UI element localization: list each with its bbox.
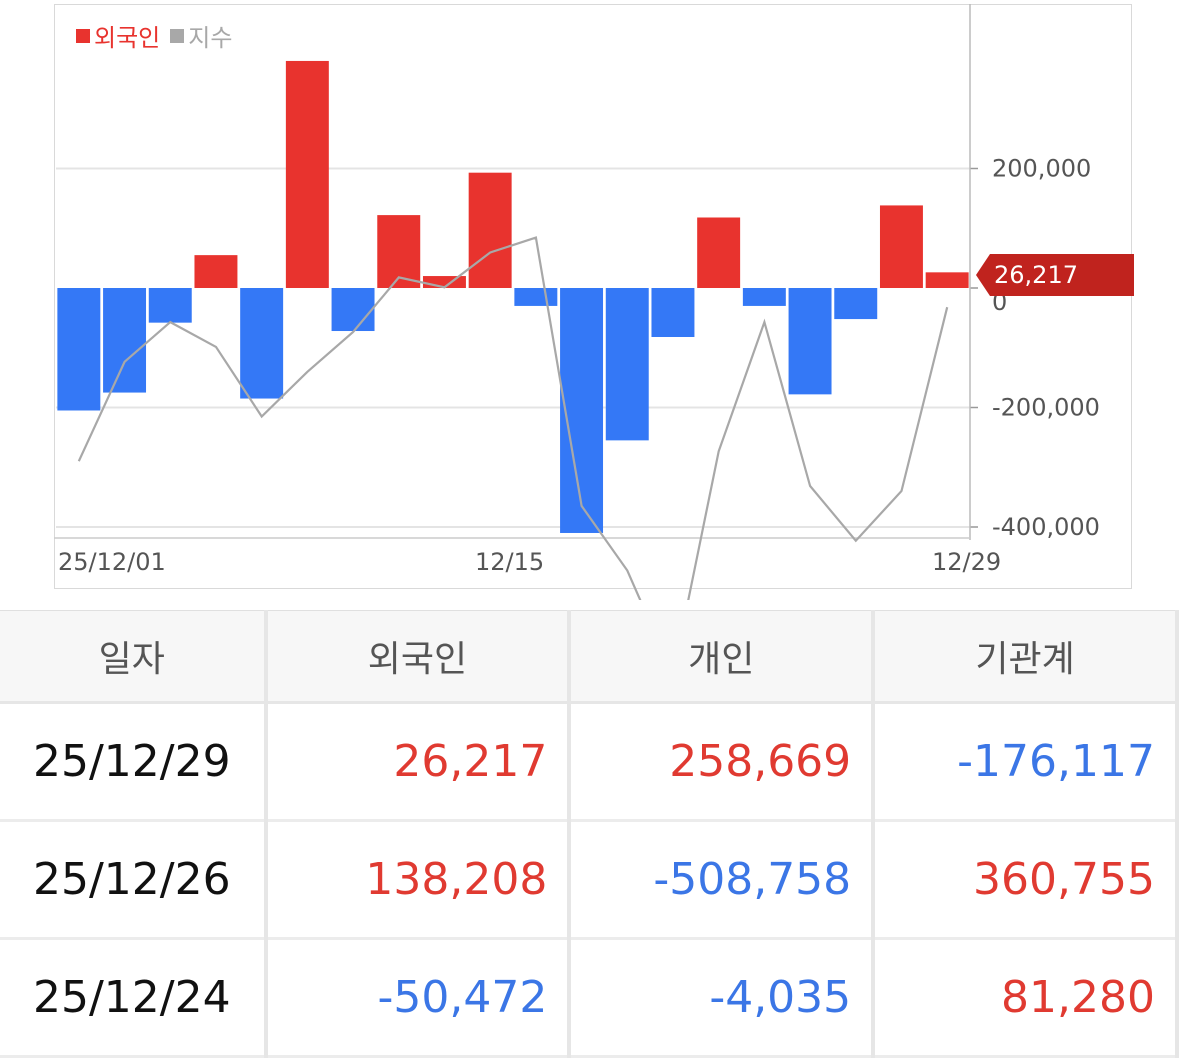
bar-foreign bbox=[377, 215, 421, 288]
y-tick-label: 200,000 bbox=[992, 155, 1091, 183]
bar-foreign bbox=[697, 217, 741, 288]
cell-individual: -508,758 bbox=[569, 820, 876, 940]
cell-foreign: 26,217 bbox=[265, 702, 572, 822]
y-tick-label: -400,000 bbox=[992, 513, 1100, 541]
bar-foreign bbox=[194, 255, 238, 288]
x-tick-label: 25/12/01 bbox=[58, 548, 166, 576]
bar-foreign bbox=[834, 288, 878, 320]
bar-foreign bbox=[788, 288, 832, 395]
bar-foreign bbox=[742, 288, 786, 306]
table-header-row: 일자 외국인 개인 기관계 bbox=[0, 610, 1179, 704]
table-row[interactable]: 25/12/26 138,208 -508,758 360,755 bbox=[0, 820, 1179, 940]
header-individual[interactable]: 개인 bbox=[569, 610, 876, 704]
cell-institution: 360,755 bbox=[873, 820, 1179, 940]
legend-label-index: 지수 bbox=[188, 24, 233, 52]
bar-foreign bbox=[57, 288, 101, 411]
x-tick-label: 12/15 bbox=[475, 548, 544, 576]
current-value-tag-shape bbox=[976, 254, 1134, 296]
current-value-tag: 26,217 bbox=[976, 254, 1134, 296]
header-date[interactable]: 일자 bbox=[0, 610, 268, 704]
cell-individual: 258,669 bbox=[569, 702, 876, 822]
line-index bbox=[77, 236, 949, 600]
bar-foreign bbox=[285, 60, 329, 289]
header-institution[interactable]: 기관계 bbox=[873, 610, 1179, 704]
bar-foreign bbox=[148, 288, 192, 323]
x-tick-label: 12/29 bbox=[932, 548, 1001, 576]
cell-date: 25/12/26 bbox=[0, 820, 268, 940]
cell-institution: -176,117 bbox=[873, 702, 1179, 822]
bar-foreign bbox=[331, 288, 375, 332]
bar-foreign bbox=[879, 205, 923, 288]
current-value-label: 26,217 bbox=[994, 261, 1078, 289]
cell-date: 25/12/24 bbox=[0, 938, 268, 1058]
cell-individual: -4,035 bbox=[569, 938, 876, 1058]
bar-foreign bbox=[605, 288, 649, 441]
bar-foreign bbox=[422, 276, 466, 288]
legend-item-foreign[interactable]: 외국인 bbox=[76, 18, 160, 53]
table-row[interactable]: 25/12/24 -50,472 -4,035 81,280 bbox=[0, 938, 1179, 1058]
legend-item-index[interactable]: 지수 bbox=[170, 18, 232, 53]
cell-date: 25/12/29 bbox=[0, 702, 268, 822]
bar-foreign bbox=[651, 288, 695, 337]
bar-foreign bbox=[240, 288, 284, 399]
chart-legend: 외국인 지수 bbox=[76, 18, 232, 53]
bar-foreign bbox=[514, 288, 558, 306]
bar-foreign bbox=[103, 288, 147, 393]
cell-foreign: -50,472 bbox=[265, 938, 572, 1058]
header-foreign[interactable]: 외국인 bbox=[265, 610, 572, 704]
y-tick-label: -200,000 bbox=[992, 394, 1100, 422]
table-row[interactable]: 25/12/29 26,217 258,669 -176,117 bbox=[0, 702, 1179, 822]
legend-label-foreign: 외국인 bbox=[94, 24, 161, 52]
bar-foreign bbox=[560, 288, 604, 533]
legend-swatch-index bbox=[170, 28, 185, 43]
investor-table: 일자 외국인 개인 기관계 25/12/29 26,217 258,669 -1… bbox=[0, 610, 1179, 1058]
bar-foreign bbox=[468, 172, 512, 288]
bar-foreign bbox=[925, 272, 969, 288]
legend-swatch-foreign bbox=[76, 28, 90, 43]
cell-institution: 81,280 bbox=[873, 938, 1179, 1058]
cell-foreign: 138,208 bbox=[265, 820, 572, 940]
